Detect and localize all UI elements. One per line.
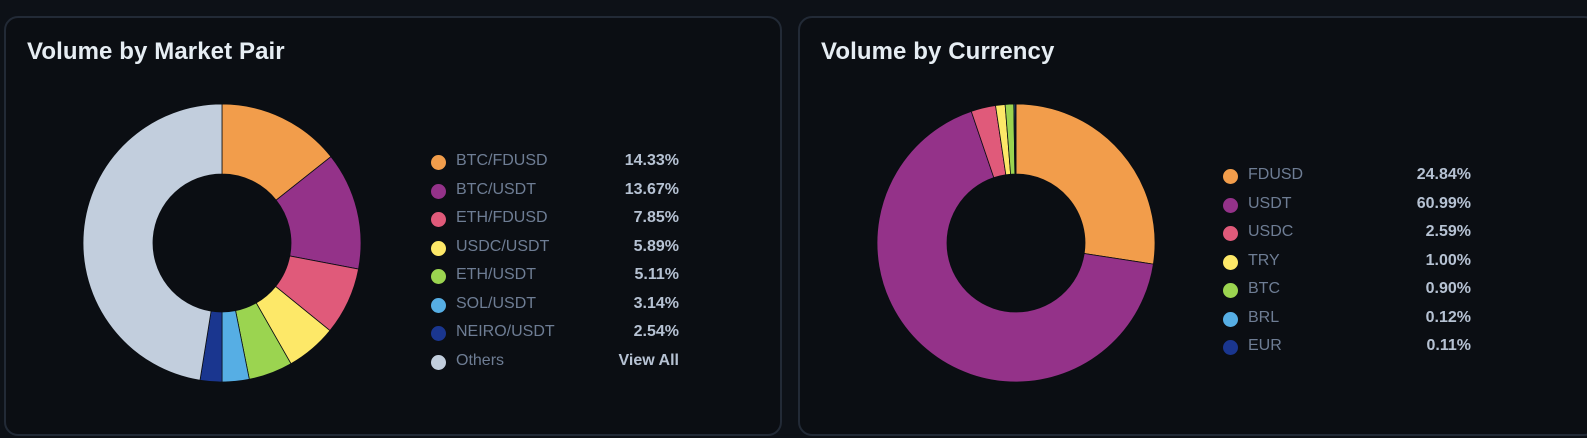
legend-value: 5.89% [633, 237, 679, 255]
legend-value: 0.11% [1426, 337, 1471, 354]
legend-swatch [1223, 283, 1238, 298]
legend-swatch [431, 240, 446, 256]
legend-value: 1.00% [1425, 251, 1471, 269]
legend-value: 7.85% [633, 209, 679, 226]
legend-swatch [1223, 226, 1238, 241]
legend-label: NEIRO/USDT [456, 323, 555, 340]
legend-swatch [431, 269, 446, 284]
currency-donut-chart [876, 103, 1156, 383]
legend-item: BTC 0.90% [1223, 279, 1471, 308]
legend-swatch [1223, 169, 1238, 184]
legend-item: ETH/USDT 5.11% [431, 265, 679, 294]
legend-value: 2.54% [633, 323, 679, 340]
legend-value: 24.84% [1416, 166, 1471, 183]
panel-title: Volume by Currency [821, 38, 1055, 65]
legend-label: USDC/USDT [456, 237, 550, 255]
legend-item: FDUSD 24.84% [1223, 165, 1471, 194]
legend-item: USDC/USDT 5.89% [431, 237, 679, 266]
legend-swatch [431, 297, 446, 313]
legend-item: USDC 2.59% [1223, 222, 1471, 251]
legend-item: ETH/FDUSD 7.85% [431, 208, 679, 237]
legend-value: 13.67% [624, 180, 679, 198]
legend-swatch [431, 155, 446, 170]
legend-label: BRL [1248, 308, 1280, 326]
legend-label: EUR [1248, 337, 1282, 354]
donut-slice-eur[interactable] [1014, 103, 1017, 175]
legend-swatch [431, 354, 446, 370]
legend-value: 3.14% [633, 294, 679, 312]
legend-item: NEIRO/USDT 2.54% [431, 322, 679, 351]
legend-value: 2.59% [1425, 223, 1471, 240]
legend-label: USDC [1248, 223, 1294, 240]
legend-label: ETH/FDUSD [456, 209, 548, 226]
donut-slice-fdusd[interactable] [1015, 103, 1156, 265]
currency-legend: FDUSD 24.84% USDT 60.99% USDC 2.59% TRY 1.00… [1223, 165, 1471, 365]
legend-item: EUR 0.11% [1223, 336, 1471, 365]
legend-value: 60.99% [1416, 194, 1471, 212]
market-pair-panel: Volume by Market Pair BTC/FDUSD 14.33% BT… [4, 16, 782, 436]
legend-swatch [1223, 197, 1238, 213]
legend-label: Others [456, 351, 505, 369]
legend-item-others: Others View All [431, 351, 679, 380]
legend-label: BTC/FDUSD [456, 152, 548, 169]
legend-item: TRY 1.00% [1223, 251, 1471, 280]
market-pair-legend: BTC/FDUSD 14.33% BTC/USDT 13.67% ETH/FDUSD… [431, 151, 679, 379]
legend-swatch [431, 183, 446, 199]
view-all-link[interactable]: View All [618, 351, 679, 369]
legend-value: 0.90% [1425, 280, 1471, 297]
legend-label: USDT [1248, 194, 1292, 212]
panel-title: Volume by Market Pair [27, 38, 285, 65]
legend-item: BRL 0.12% [1223, 308, 1471, 337]
donut-slice-usdt[interactable] [876, 110, 1154, 383]
legend-swatch [1223, 254, 1238, 270]
legend-value: 0.12% [1425, 308, 1471, 326]
legend-swatch [431, 326, 446, 341]
legend-label: TRY [1248, 251, 1280, 269]
legend-label: FDUSD [1248, 166, 1304, 183]
legend-swatch [431, 212, 446, 227]
legend-swatch [1223, 340, 1238, 355]
donut-slice-others[interactable] [82, 103, 223, 381]
legend-item: USDT 60.99% [1223, 194, 1471, 223]
legend-label: BTC [1248, 280, 1280, 297]
legend-label: ETH/USDT [456, 266, 536, 283]
legend-item: BTC/FDUSD 14.33% [431, 151, 679, 180]
market-pair-donut-chart [82, 103, 362, 383]
currency-panel: Volume by Currency FDUSD 24.84% USDT 60.99… [798, 16, 1587, 436]
legend-swatch [1223, 311, 1238, 327]
legend-value: 5.11% [634, 266, 679, 283]
legend-item: BTC/USDT 13.67% [431, 180, 679, 209]
legend-value: 14.33% [624, 152, 679, 169]
legend-label: SOL/USDT [456, 294, 537, 312]
legend-label: BTC/USDT [456, 180, 536, 198]
legend-item: SOL/USDT 3.14% [431, 294, 679, 323]
